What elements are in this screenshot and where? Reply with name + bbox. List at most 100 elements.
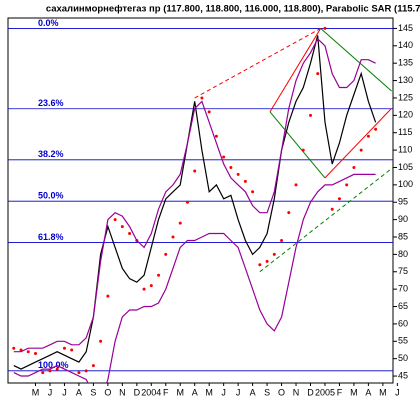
sar-dot: [84, 369, 88, 373]
sar-dot: [280, 238, 284, 242]
y-tick-label: 135: [398, 58, 413, 68]
fib-level-label: 100.0%: [38, 360, 69, 370]
y-tick-label: 60: [398, 318, 408, 328]
fib-level-label: 0.0%: [38, 18, 59, 28]
y-tick-label: 140: [398, 40, 413, 50]
trend-line: [320, 28, 392, 92]
sar-dot: [185, 200, 189, 204]
sar-dot: [265, 259, 269, 263]
y-tick-label: 100: [398, 179, 413, 189]
sar-dot: [236, 172, 240, 176]
y-tick-label: 120: [398, 110, 413, 120]
fib-level-label: 50.0%: [38, 191, 64, 201]
sar-dot: [91, 364, 95, 368]
sar-dot: [12, 346, 16, 350]
series-line: [13, 35, 377, 370]
y-tick-label: 85: [398, 231, 408, 241]
sar-dot: [193, 169, 197, 173]
y-tick-label: 110: [398, 144, 412, 154]
x-tick-label: N: [119, 387, 126, 397]
y-tick-label: 45: [398, 370, 408, 380]
sar-dot: [34, 351, 37, 355]
x-tick-label: F: [337, 387, 343, 397]
x-tick-label: 2004: [141, 387, 161, 397]
sar-dot: [287, 211, 291, 215]
sar-dot: [157, 273, 161, 277]
sar-dot: [337, 197, 341, 201]
x-tick-label: 2005: [315, 387, 335, 397]
x-tick-label: A: [192, 387, 198, 397]
sar-dot: [207, 110, 211, 114]
sar-dot: [99, 339, 103, 343]
x-tick-label: N: [293, 387, 300, 397]
chart-title: сахалинморнефтегаз пр (117.800, 118.800,…: [46, 4, 420, 15]
sar-dot: [106, 294, 110, 298]
y-tick-label: 80: [398, 249, 408, 259]
sar-dot: [41, 371, 45, 375]
trend-line: [269, 28, 322, 113]
x-tick-label: O: [104, 387, 111, 397]
sar-dot: [128, 232, 132, 236]
sar-dot: [258, 263, 262, 267]
trend-line: [324, 108, 392, 179]
sar-dot: [200, 96, 204, 100]
fib-level-label: 23.6%: [38, 98, 64, 108]
sar-dot: [359, 148, 363, 152]
fib-level-label: 61.8%: [38, 232, 64, 242]
sar-dot: [301, 148, 305, 152]
sar-dot: [345, 183, 349, 187]
sar-dot: [309, 113, 312, 117]
plot-area: 0.0% 23.6% 38.2% 50.0% 61.8% 100.0%: [8, 18, 393, 383]
x-tick-label: M: [32, 387, 40, 397]
sar-dot: [272, 252, 276, 256]
x-tick-label: M: [350, 387, 358, 397]
y-tick-label: 65: [398, 301, 408, 311]
sar-dot: [171, 235, 175, 239]
trend-line: [194, 27, 321, 99]
sar-dot: [70, 348, 74, 352]
fib-level-label: 38.2%: [38, 149, 64, 159]
x-tick-label: J: [62, 387, 67, 397]
trend-line: [269, 111, 326, 179]
sar-dot: [229, 165, 233, 169]
x-tick-label: A: [250, 387, 256, 397]
y-tick-label: 55: [398, 336, 408, 346]
sar-dot: [62, 346, 66, 350]
x-tick-label: D: [134, 387, 141, 397]
sar-dot: [374, 127, 378, 131]
sar-dot: [48, 369, 52, 373]
y-tick-label: 125: [398, 92, 413, 102]
x-tick-label: F: [163, 387, 169, 397]
sar-dot: [222, 155, 226, 159]
y-tick-label: 70: [398, 284, 408, 294]
x-tick-label: M: [205, 387, 213, 397]
y-tick-label: 90: [398, 214, 408, 224]
sar-dot: [77, 371, 81, 375]
series-line: [13, 37, 376, 353]
x-tick-label: S: [90, 387, 96, 397]
trend-line: [259, 167, 393, 273]
sar-dot: [113, 218, 117, 222]
y-tick-label: 145: [398, 23, 413, 33]
x-tick-label: J: [221, 387, 226, 397]
x-tick-label: D: [307, 387, 314, 397]
sar-dot: [323, 26, 327, 30]
sar-dot: [120, 225, 124, 229]
x-tick-label: J: [48, 387, 53, 397]
sar-dot: [330, 207, 334, 211]
sar-dot: [352, 165, 356, 169]
series-line: [13, 173, 376, 383]
y-tick-label: 75: [398, 266, 408, 276]
y-tick-label: 95: [398, 197, 408, 207]
sar-dot: [366, 134, 370, 138]
sar-dot: [214, 134, 218, 138]
y-tick-label: 130: [398, 75, 413, 85]
x-tick-label: S: [264, 387, 270, 397]
sar-dot: [55, 367, 59, 371]
sar-dot: [316, 72, 320, 76]
x-tick-label: J: [395, 387, 400, 397]
sar-dot: [243, 179, 247, 183]
x-tick-label: J: [236, 387, 241, 397]
x-tick-label: M: [176, 387, 184, 397]
